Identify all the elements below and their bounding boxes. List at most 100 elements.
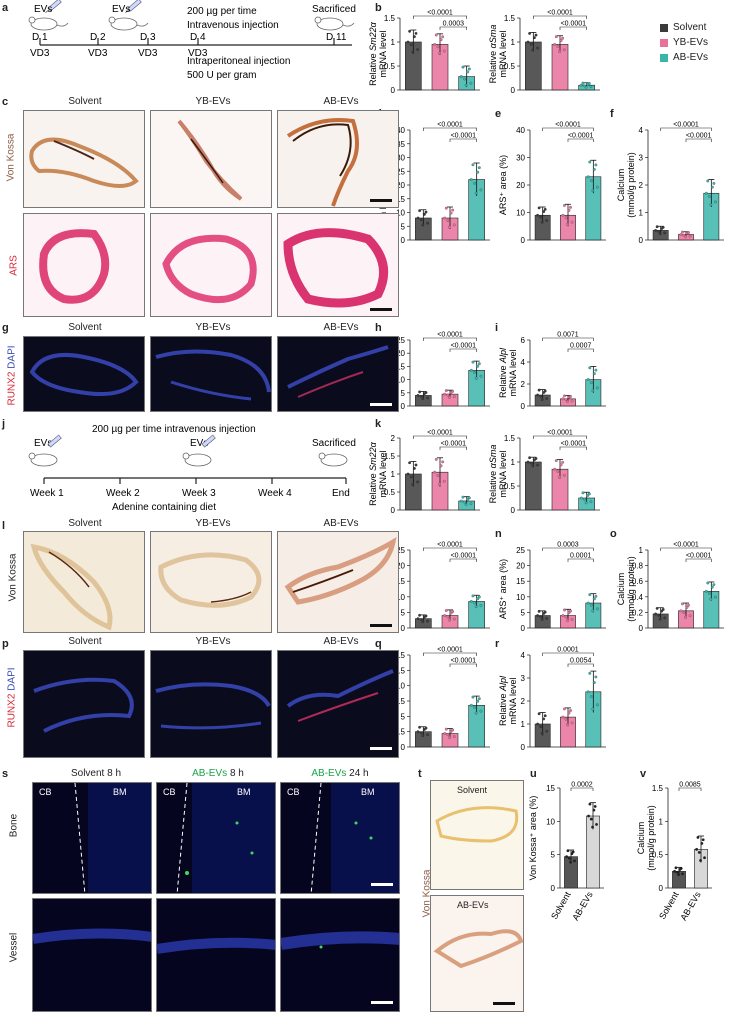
p-value: <0.0001: [437, 647, 463, 654]
timeline-tick-label: D 1: [32, 32, 48, 43]
y-tick-label: 1: [639, 209, 644, 218]
data-point: [442, 479, 446, 483]
mouse-icon: [182, 452, 212, 467]
y-tick-label: 0.5: [652, 851, 664, 860]
data-point: [463, 500, 466, 504]
y-tick-label: 0: [401, 402, 406, 411]
micrograph-runx2-p-ab: [277, 650, 399, 758]
micrograph-vonkossa-l-yb: [150, 531, 272, 633]
y-tick-label: 1.5: [504, 434, 516, 443]
data-point: [526, 460, 530, 464]
micrograph-vonkossa-l-solvent: [23, 531, 145, 633]
y-tick-label: 0.5: [504, 62, 516, 71]
data-point: [566, 400, 569, 403]
y-tick-label: 35: [396, 140, 405, 149]
row-label-vonkossa-l: Von Kossa: [7, 553, 19, 602]
y-tick-label: 10: [396, 682, 405, 691]
p-value: <0.0001: [568, 133, 594, 140]
y-tick-label: 0: [551, 884, 556, 893]
data-point: [545, 219, 549, 222]
y-tick-label: 0: [521, 236, 526, 245]
timeline-vd3-label: VD3: [88, 48, 108, 59]
data-point: [424, 391, 428, 394]
data-point: [700, 842, 704, 845]
data-point: [426, 619, 430, 623]
data-point: [421, 223, 425, 227]
significance-bracket: [570, 787, 594, 791]
data-point: [409, 43, 413, 47]
micrograph-vonkossa-l-ab: [277, 531, 399, 633]
y-axis-label: Relative Sm22α: [368, 441, 378, 506]
syringe-icon: [45, 0, 62, 14]
chart-v: 0 0.5 1 1.5 Calcium (mmol/g protein) SolventAB…: [636, 782, 712, 922]
data-point: [467, 67, 471, 71]
col-title-s-ab8: AB-EVs 8 h: [192, 768, 244, 779]
data-point: [654, 228, 657, 232]
y-tick-label: 1: [511, 38, 516, 47]
data-point: [569, 609, 572, 613]
y-tick-label: 0.4: [632, 593, 644, 602]
data-point: [654, 612, 657, 616]
significance-bracket: [685, 558, 712, 562]
data-point: [591, 707, 595, 711]
data-point: [419, 218, 423, 222]
data-point: [588, 671, 592, 675]
data-point: [441, 35, 445, 39]
y-tick-label: 25: [516, 546, 525, 555]
data-point: [479, 709, 483, 713]
y-tick-label: 4: [639, 126, 644, 135]
micrograph-vessel-ab8: [156, 898, 276, 1012]
bar-solvent: [525, 461, 542, 511]
data-point: [416, 216, 420, 220]
significance-bracket: [542, 337, 594, 341]
data-point: [566, 849, 570, 853]
data-point: [697, 850, 701, 854]
p-value: <0.0001: [547, 430, 573, 437]
y-tick-label: 0: [401, 743, 406, 752]
data-point: [452, 223, 456, 227]
timeline-tick-label: D 4: [190, 32, 206, 43]
data-point: [474, 376, 478, 380]
data-point: [473, 371, 476, 374]
data-point: [561, 460, 565, 464]
y-tick-label: 0: [511, 506, 516, 515]
y-tick-label: 0.5: [504, 482, 516, 491]
data-point: [571, 850, 575, 854]
micrograph-vonkossa-ab: [277, 110, 399, 208]
y-tick-label: 0.6: [632, 577, 644, 586]
timeline-a-sacrificed: Sacrificed: [312, 4, 356, 15]
data-point: [570, 721, 574, 725]
data-point: [581, 491, 585, 495]
data-point: [655, 225, 659, 229]
syringe-icon: [201, 434, 216, 448]
significance-bracket: [413, 435, 467, 439]
data-point: [463, 77, 466, 81]
significance-bracket: [685, 138, 712, 142]
data-point: [675, 870, 679, 874]
y-tick-label: 2: [521, 697, 526, 706]
y-tick-label: 4: [521, 358, 526, 367]
data-point: [539, 725, 543, 729]
data-point: [479, 374, 483, 378]
col-title-solvent-p: Solvent: [68, 636, 102, 647]
timeline-a-dose: 200 µg per time: [187, 6, 257, 17]
micrograph-ars-yb: [150, 213, 272, 317]
data-point: [474, 605, 478, 609]
significance-bracket: [660, 127, 712, 131]
data-point: [558, 475, 561, 479]
y-tick-label: 1: [639, 546, 644, 555]
chart-k2: 0 0.5 1 1.5 Relative αSma mRNA level <0.0001 <0…: [488, 430, 600, 515]
significance-bracket: [449, 663, 477, 667]
data-point: [695, 847, 698, 851]
micrograph-t-solvent: Solvent: [430, 780, 524, 890]
data-point: [673, 869, 676, 873]
data-point: [526, 40, 530, 44]
data-point: [703, 856, 706, 860]
syringe-icon: [47, 434, 62, 448]
chart-r: 0 1 2 3 4 Relative Alpl mRNA level 0.0001 0.0054: [498, 647, 606, 752]
significance-bracket: [567, 558, 594, 562]
data-point: [569, 860, 572, 864]
data-point: [595, 607, 599, 611]
p-value: <0.0001: [561, 441, 587, 448]
data-point: [679, 609, 683, 613]
